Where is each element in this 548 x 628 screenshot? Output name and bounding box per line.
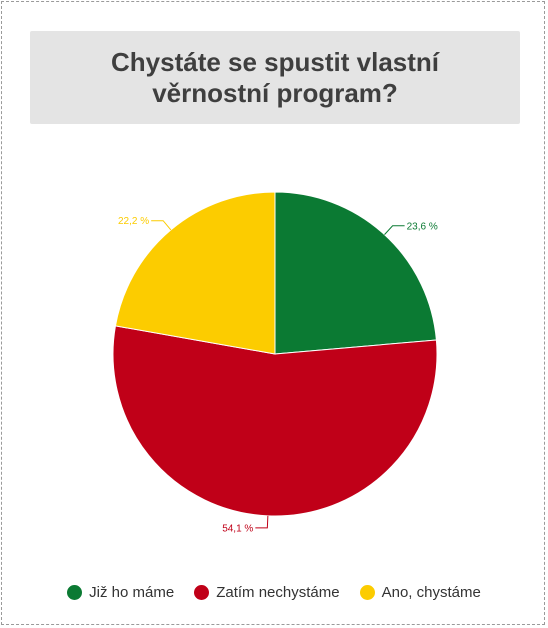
- slice-label-not-planning: 54,1 %: [222, 523, 253, 534]
- slice-label-already-have: 23,6 %: [407, 221, 438, 232]
- pie-labels: 23,6 % 54,1 % 22,2 %: [118, 216, 438, 534]
- leader-line-planning: [151, 220, 172, 231]
- legend-item-not-planning[interactable]: Zatím nechystáme: [194, 583, 340, 601]
- leader-line-not-planning: [255, 515, 269, 529]
- legend-label-not-planning: Zatím nechystáme: [216, 583, 340, 601]
- legend: Již ho máme Zatím nechystáme Ano, chystá…: [0, 578, 548, 606]
- slice-label-planning: 22,2 %: [118, 216, 149, 227]
- title-box: Chystáte se spustit vlastní věrnostní pr…: [30, 31, 520, 124]
- pie-slice-not-planning[interactable]: [112, 325, 438, 517]
- legend-swatch-planning: [359, 584, 375, 600]
- pie-slice-already-have[interactable]: [274, 191, 437, 355]
- leader-line-already-have: [384, 225, 405, 235]
- legend-label-already-have: Již ho máme: [89, 583, 175, 601]
- legend-item-planning[interactable]: Ano, chystáme: [359, 583, 481, 601]
- legend-swatch-already-have: [67, 584, 83, 600]
- legend-swatch-not-planning: [194, 584, 210, 600]
- chart-title: Chystáte se spustit vlastní věrnostní pr…: [111, 46, 439, 108]
- legend-item-already-have[interactable]: Již ho máme: [67, 584, 174, 601]
- legend-label-planning: Ano, chystáme: [381, 583, 481, 601]
- pie-slices: [112, 191, 438, 517]
